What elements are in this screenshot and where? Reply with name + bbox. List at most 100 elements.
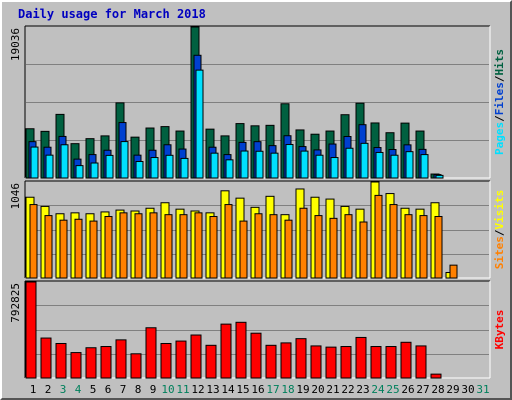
sites-bar [269,214,278,279]
kbytes-bar [250,332,262,379]
kbytes-bar [145,327,157,379]
pages-bar [420,154,429,179]
pages-bar [45,154,54,179]
sites-bar [89,220,98,279]
sites-bar [59,219,68,279]
legend-item-sep: / [493,229,506,236]
y-max-label: 1046 [9,183,22,210]
sites-bar [329,217,338,279]
sites-bar [119,212,128,279]
kbytes-bar [370,346,382,379]
y-max-label: 792825 [9,283,22,323]
pages-bar [120,141,129,179]
day-label: 18 [281,383,294,396]
day-label: 11 [176,383,189,396]
sites-bar [74,218,83,279]
sites-bar [344,214,353,279]
pages-bar [165,154,174,179]
day-label: 4 [75,383,82,396]
day-label: 22 [341,383,354,396]
legend-item-hits: Hits [493,49,506,76]
pages-bar [225,159,234,179]
day-label: 7 [120,383,127,396]
sites-bar [299,207,308,279]
kbytes-bar [100,346,112,379]
kbytes-bar [85,347,97,379]
kbytes-bar [205,344,217,379]
sites-bar [374,194,383,279]
sites-bar [44,215,53,279]
pages-bar [435,174,444,179]
pages-bar [255,150,264,179]
page-title: Daily usage for March 2018 [18,7,206,21]
day-label: 3 [60,383,67,396]
sites-bar [389,204,398,279]
pages-bar [195,69,204,179]
day-label: 31 [476,383,489,396]
kbytes-bar [235,321,247,379]
pages-bar [30,146,39,179]
day-label: 8 [135,383,142,396]
pages-bar [105,154,114,179]
day-label: 21 [326,383,339,396]
kbytes-bar [355,336,367,379]
pages-bar [60,144,69,179]
kbytes-bar [220,323,232,379]
day-label: 2 [45,383,52,396]
legend-kbytes: KBytes [493,310,506,350]
pages-bar [390,154,399,179]
kbytes-bar [40,337,52,379]
legend-item-kbytes: KBytes [493,310,506,350]
day-label: 27 [416,383,429,396]
day-label: 9 [150,383,157,396]
legend-item-sep2: / [493,75,506,82]
legend-hits-files-pages: Pages/Files/Hits [493,49,506,155]
pages-bar [330,157,339,179]
kbytes-bar [295,338,307,379]
sites-bar [164,214,173,279]
day-label: 24 [371,383,385,396]
pages-bar [405,151,414,179]
pages-bar [135,161,144,179]
legend-item-visits: Visits [493,190,506,230]
legend-item-files: Files [493,82,506,115]
sites-bar [449,264,458,279]
kbytes-bar [400,341,412,379]
sites-bar [224,204,233,279]
pages-bar [180,157,189,179]
day-label: 1 [30,383,37,396]
sites-bar [194,212,203,279]
legend-visits-sites: Sites/Visits [493,190,506,270]
day-label: 14 [221,383,235,396]
day-label: 5 [90,383,97,396]
pages-bar [285,144,294,179]
pages-bar [75,165,84,179]
day-label: 25 [386,383,399,396]
day-label: 29 [446,383,459,396]
pages-bar [150,157,159,179]
sites-bar [134,213,143,279]
kbytes-bar [55,342,67,379]
sites-bar [29,204,38,279]
pages-bar [360,142,369,179]
kbytes-bar [190,334,202,379]
day-label: 30 [461,383,474,396]
kbytes-bar [25,281,37,379]
pages-bar [375,151,384,179]
day-label: 6 [105,383,112,396]
day-label: 17 [266,383,279,396]
kbytes-bar [160,342,172,379]
sites-bar [314,215,323,279]
pages-bar [315,154,324,179]
kbytes-bar [340,346,352,379]
legend-item-pages: Pages [493,122,506,155]
kbytes-bar [430,373,442,379]
pages-bar [300,150,309,179]
day-label: 10 [161,383,174,396]
day-label: 20 [311,383,324,396]
sites-bar [149,212,158,279]
pages-bar [345,147,354,179]
kbytes-bar [415,345,427,379]
y-max-label: 19036 [9,28,22,61]
